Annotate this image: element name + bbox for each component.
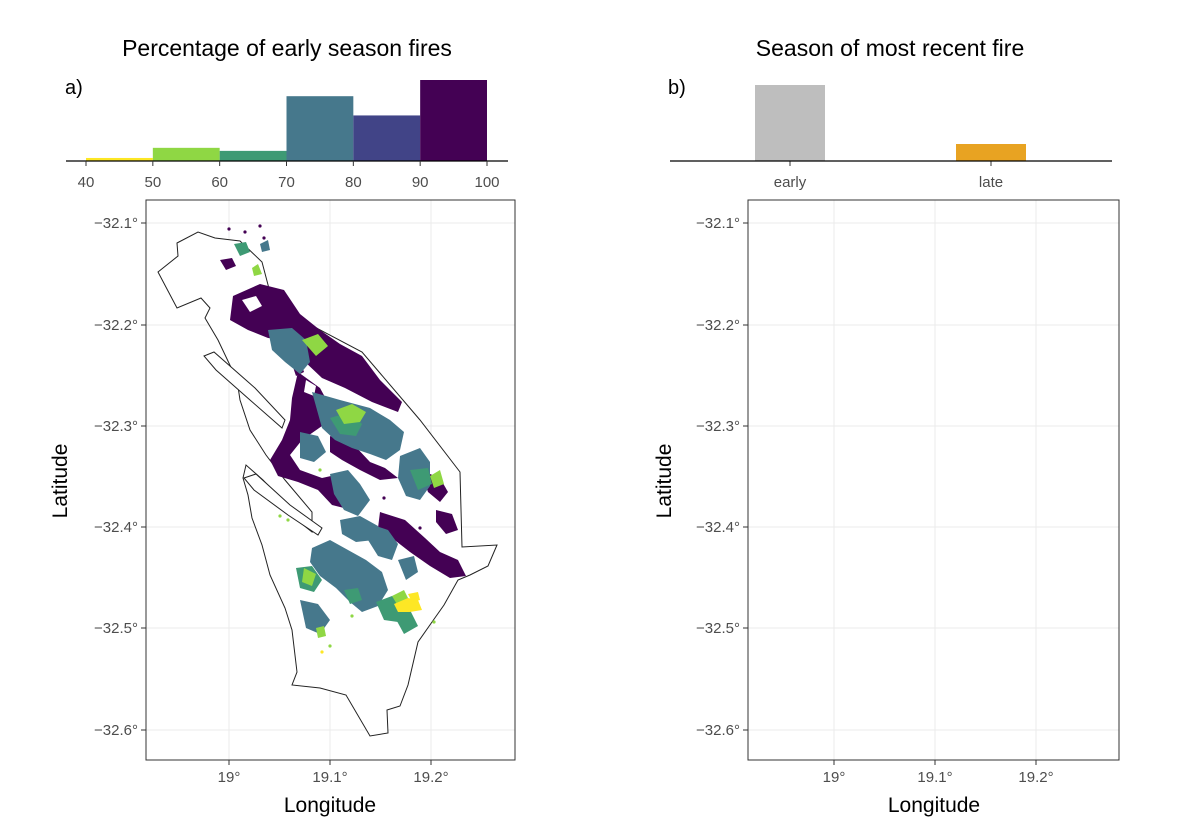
panel-a-title: Percentage of early season fires (122, 35, 452, 61)
map-b-panel (747, 199, 1120, 761)
lat-tick-label: −32.3° (696, 418, 740, 435)
lon-tick-label: 19° (218, 769, 241, 786)
lat-tick-label: −32.5° (696, 620, 740, 637)
season-bar-early (755, 85, 825, 161)
season-bar-label: late (979, 174, 1003, 191)
histogram-tick-label: 100 (474, 174, 499, 191)
lat-tick-label: −32.6° (696, 722, 740, 739)
lat-tick-label: −32.1° (94, 215, 138, 232)
histogram-tick-label: 50 (144, 174, 161, 191)
lat-tick-label: −32.6° (94, 722, 138, 739)
histogram-bar-40-50 (86, 157, 153, 161)
lat-tick-label: −32.4° (696, 519, 740, 536)
map-b-lat-ticks: −32.1° −32.2° −32.3° −32.4° −32.5° −32.6° (696, 215, 748, 739)
lat-tick-label: −32.2° (94, 317, 138, 334)
cells-40-50 (320, 592, 422, 654)
histogram-bar-60-70 (219, 150, 287, 161)
map-a-lat-ticks: −32.1° −32.2° −32.3° −32.4° −32.5° −32.6° (94, 215, 146, 739)
map-b-xlabel: Longitude (888, 794, 980, 817)
lon-tick-label: 19.1° (917, 769, 952, 786)
panel-a: Percentage of early season fires a) 40 50… (49, 35, 516, 817)
lat-tick-label: −32.3° (94, 418, 138, 435)
histogram-tick-label: 90 (412, 174, 429, 191)
map-b-ylabel: Latitude (653, 444, 676, 519)
panel-b-title: Season of most recent fire (756, 35, 1024, 61)
lat-tick-label: −32.5° (94, 620, 138, 637)
lon-tick-label: 19.2° (413, 769, 448, 786)
map-b-lon-ticks: 19° 19.1° 19.2° (823, 760, 1054, 786)
exclosure-strip (203, 351, 286, 429)
histogram-tick-label: 70 (278, 174, 295, 191)
exclosure-strip-2 (243, 473, 323, 536)
cells-50-60-specks (278, 468, 436, 648)
histogram-bar-70-80 (286, 96, 354, 161)
lon-tick-label: 19.1° (312, 769, 347, 786)
lat-tick-label: −32.2° (696, 317, 740, 334)
map-a-xlabel: Longitude (284, 794, 376, 817)
histogram-tick-label: 40 (78, 174, 95, 191)
lon-tick-label: 19.2° (1018, 769, 1053, 786)
histogram-bar-50-60 (152, 147, 220, 161)
lon-tick-label: 19° (823, 769, 846, 786)
panel-b-label: b) (668, 77, 686, 99)
season-bar-label: early (774, 174, 807, 191)
season-bar-late (956, 144, 1026, 161)
cells-50-60 (252, 264, 444, 638)
histogram-bar-90-100 (420, 80, 487, 161)
map-a-lon-ticks: 19° 19.1° 19.2° (218, 760, 449, 786)
lat-tick-label: −32.1° (696, 215, 740, 232)
map-b-frame (747, 199, 1120, 761)
histogram-x-ticks: 40 50 60 70 80 90 100 (78, 161, 500, 191)
lat-tick-label: −32.4° (94, 519, 138, 536)
map-a-fire-cells (157, 224, 498, 737)
panel-b: Season of most recent fire b) early late (653, 35, 1120, 817)
histogram-bar-80-90 (353, 115, 421, 161)
early-fire-histogram (86, 80, 487, 161)
histogram-tick-label: 80 (345, 174, 362, 191)
map-b-gridlines (748, 200, 1119, 760)
season-bar-chart: early late (755, 85, 1026, 191)
map-a-ylabel: Latitude (49, 444, 72, 519)
panel-a-label: a) (65, 77, 83, 99)
histogram-tick-label: 60 (211, 174, 228, 191)
